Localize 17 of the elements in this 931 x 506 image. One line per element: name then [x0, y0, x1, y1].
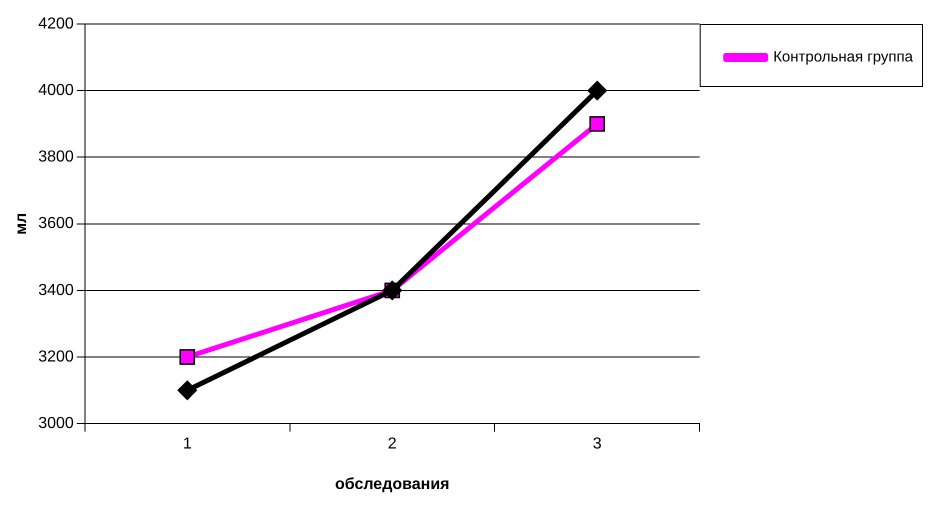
- y-tick-label: 4200: [38, 15, 74, 32]
- y-tick-label: 3800: [38, 148, 74, 166]
- y-tick-label: 3000: [38, 415, 74, 432]
- y-tick-label: 4000: [38, 82, 74, 100]
- x-tick-label: 3: [592, 436, 602, 453]
- point: [179, 349, 196, 365]
- y-tick-label: 3200: [38, 348, 74, 366]
- y-tick-label: 3400: [38, 282, 74, 299]
- x-tick-label: 2: [388, 436, 397, 453]
- legend-label: Контрольная группа: [773, 48, 914, 66]
- y-tick-label: 3600: [38, 215, 74, 232]
- y-axis-title: мл: [13, 212, 30, 235]
- point: [587, 80, 607, 100]
- point: [589, 116, 606, 132]
- point: [178, 380, 198, 400]
- x-tick-label: 1: [182, 436, 192, 453]
- x-axis-title: обследования: [335, 476, 450, 493]
